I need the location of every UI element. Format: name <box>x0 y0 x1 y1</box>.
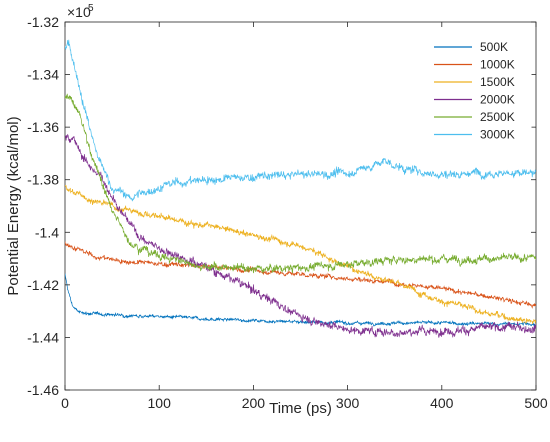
y-tick-label: -1.4 <box>35 224 59 240</box>
x-tick-label: 0 <box>61 395 69 411</box>
y-tick-label: -1.42 <box>27 277 59 293</box>
x-tick-label: 200 <box>242 395 266 411</box>
legend-items: 500K 1000K 1500K 2000K 2500K 3000K <box>434 40 515 142</box>
y-tick-label: -1.36 <box>27 119 59 135</box>
legend-label-1500K: 1500K <box>480 75 515 89</box>
legend-label-2000K: 2000K <box>480 93 515 107</box>
x-tick-label: 100 <box>148 395 172 411</box>
legend-box <box>427 35 532 148</box>
legend-label-1000K: 1000K <box>480 58 515 72</box>
x-tick-label: 400 <box>430 395 454 411</box>
y-tick-label: -1.46 <box>27 382 59 398</box>
y-axis-label: Potential Energy (kcal/mol) <box>5 116 22 295</box>
series-line-3000K <box>65 39 536 202</box>
series-line-2000K <box>65 133 536 338</box>
y-tick-label: -1.44 <box>27 329 59 345</box>
y-multiplier-exponent: 5 <box>88 3 94 14</box>
ticks-layer: 0 100 200 300 400 500 -1.46 -1.44 -1.42 -1.4 -1.38… <box>27 14 548 411</box>
x-axis-label: Time (ps) <box>269 400 332 417</box>
legend: 500K 1000K 1500K 2000K 2500K 3000K <box>427 35 532 148</box>
series-line-1500K <box>65 184 536 325</box>
series-line-1000K <box>65 241 536 309</box>
y-tick-label: -1.38 <box>27 172 59 188</box>
y-tick-label: -1.32 <box>27 14 59 30</box>
legend-label-500K: 500K <box>480 40 508 54</box>
series-layer <box>65 39 536 338</box>
y-multiplier-base: ×10 <box>67 4 91 20</box>
y-axis-multiplier: ×10 5 <box>67 3 94 20</box>
series-line-500K <box>65 273 536 327</box>
y-tick-label: -1.34 <box>27 67 59 83</box>
x-tick-label: 300 <box>336 395 360 411</box>
legend-label-2500K: 2500K <box>480 110 515 124</box>
legend-label-3000K: 3000K <box>480 128 515 142</box>
series-line-2500K <box>65 93 536 274</box>
x-tick-label: 500 <box>524 395 548 411</box>
